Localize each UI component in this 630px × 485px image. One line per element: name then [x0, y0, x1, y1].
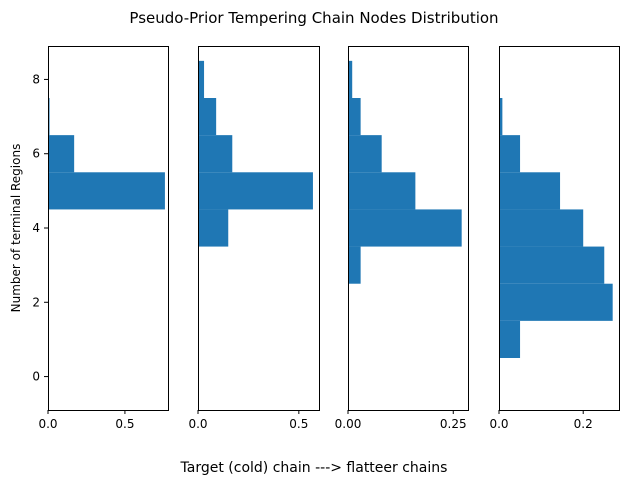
bar-panel2-region-4	[198, 209, 229, 247]
bar-panel2-region-7	[198, 98, 217, 136]
bar-panel1-region-6	[48, 135, 75, 173]
bar-panel2-region-5	[198, 172, 313, 210]
x-tick-label: 0.00	[335, 417, 362, 431]
bar-panel1-region-5	[48, 172, 165, 210]
bar-panel3-region-6	[348, 135, 382, 173]
bar-panel2-region-8	[198, 60, 205, 98]
panel-1: 0.0 0.5 0 2 4 6 8	[32, 46, 169, 431]
bar-panel3-region-4	[348, 209, 462, 247]
panel-frame	[198, 46, 320, 411]
x-tick-label: 0.25	[440, 417, 467, 431]
y-tick-label: 2	[32, 295, 40, 309]
x-tick-label: 0.0	[188, 417, 207, 431]
bar-panel3-region-3	[348, 246, 361, 284]
x-tick-label: 0.0	[38, 417, 57, 431]
bar-panel4-region-4	[499, 209, 584, 247]
chart-title: Pseudo-Prior Tempering Chain Nodes Distr…	[129, 9, 498, 27]
bar-panel4-region-3	[499, 246, 605, 284]
bar-panel4-region-5	[499, 172, 561, 210]
panel-2: 0.0 0.5	[188, 46, 320, 431]
x-tick-label: 0.2	[574, 417, 593, 431]
panel-4: 0.0 0.2	[489, 46, 620, 431]
y-tick-label: 8	[32, 72, 40, 86]
panel-3: 0.00 0.25	[335, 46, 469, 431]
bar-panel3-region-8	[348, 60, 353, 98]
x-tick-label: 0.5	[289, 417, 308, 431]
panel-frame	[48, 46, 169, 411]
bar-panel3-region-7	[348, 98, 361, 136]
bar-panel2-region-6	[198, 135, 233, 173]
bar-panel3-region-5	[348, 172, 416, 210]
y-tick-label: 0	[32, 370, 40, 384]
y-tick-label: 4	[32, 221, 40, 235]
y-tick-label: 6	[32, 147, 40, 161]
chart-panels: 0.0 0.5 0 2 4 6 8 0.0 0.5 0.00 0.25 0.0 0.2	[32, 46, 620, 431]
x-axis-label: Target (cold) chain ---> flatteer chains	[180, 460, 448, 476]
bar-panel4-region-2	[499, 283, 613, 321]
y-axis-label: Number of terminal Regions	[9, 144, 23, 313]
bar-panel4-region-1	[499, 320, 521, 358]
panel-frame	[348, 46, 469, 411]
bar-panel4-region-7	[499, 98, 503, 136]
bar-panel4-region-6	[499, 135, 521, 173]
panel-frame	[499, 46, 620, 411]
x-tick-label: 0.0	[489, 417, 508, 431]
x-tick-label: 0.5	[115, 417, 134, 431]
